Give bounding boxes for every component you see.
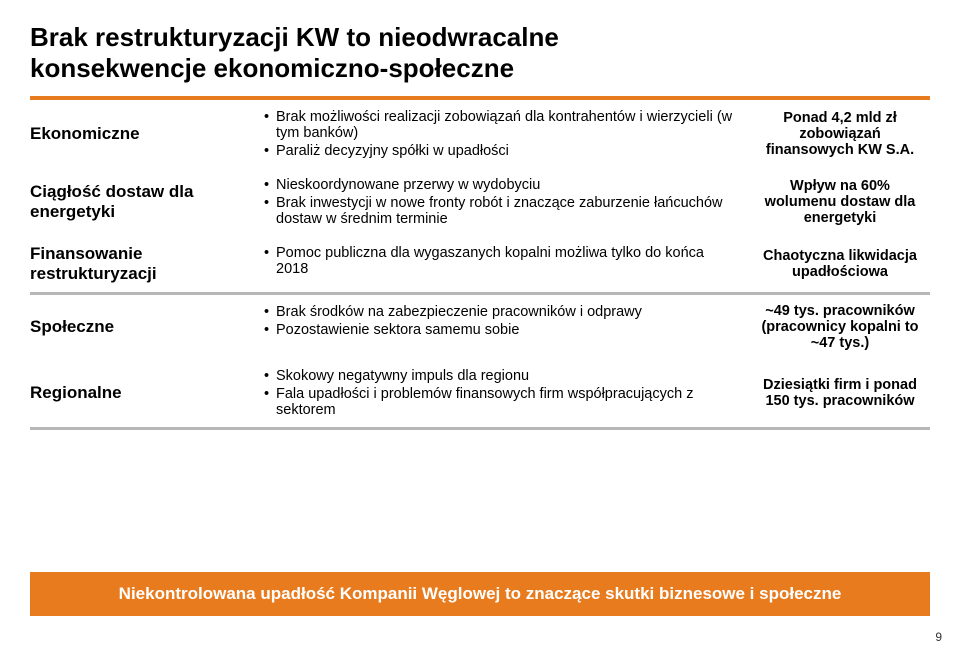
title-line1: Brak restrukturyzacji KW to nieodwracaln… [30,22,559,52]
title-line2: konsekwencje ekonomiczno-społeczne [30,53,514,83]
bullet-dot-icon [264,245,276,277]
label-finansowanie: Finansowanie restrukturyzacji [30,236,260,292]
page-title: Brak restrukturyzacji KW to nieodwracaln… [0,0,960,96]
bullet-text: Brak możliwości realizacji zobowiązań dl… [276,109,740,141]
bullets-ciaglosc: Nieskoordynowane przerwy w wydobyciu Bra… [260,168,750,236]
bullet-dot-icon [264,177,276,193]
page-number: 9 [935,630,942,644]
label-regionalne: Regionalne [30,359,260,427]
bullet-item: Brak środków na zabezpieczenie pracownik… [264,303,740,321]
bullet-text: Brak środków na zabezpieczenie pracownik… [276,304,740,320]
label-spoleczne: Społeczne [30,295,260,359]
row-ekonomiczne: Ekonomiczne Brak możliwości realizacji z… [30,100,930,168]
bullet-dot-icon [264,195,276,227]
bullet-dot-icon [264,143,276,159]
divider-gray-bottom [30,427,930,430]
row-regionalne: Regionalne Skokowy negatywny impuls dla … [30,359,930,427]
label-ciaglosc: Ciągłość dostaw dla energetyki [30,168,260,236]
bullets-ekonomiczne: Brak możliwości realizacji zobowiązań dl… [260,100,750,168]
bullet-text: Skokowy negatywny impuls dla regionu [276,368,740,384]
bullet-text: Pomoc publiczna dla wygaszanych kopalni … [276,245,740,277]
right-finansowanie: Chaotyczna likwidacja upadłościowa [750,236,930,292]
bullet-text: Brak inwestycji w nowe fronty robót i zn… [276,195,740,227]
bullet-dot-icon [264,322,276,338]
bullet-item: Pomoc publiczna dla wygaszanych kopalni … [264,244,740,278]
bullet-item: Brak możliwości realizacji zobowiązań dl… [264,108,740,142]
bullet-dot-icon [264,304,276,320]
bullet-item: Paraliż decyzyjny spółki w upadłości [264,142,740,160]
row-finansowanie: Finansowanie restrukturyzacji Pomoc publ… [30,236,930,292]
bullet-item: Nieskoordynowane przerwy w wydobyciu [264,176,740,194]
bullet-item: Pozostawienie sektora samemu sobie [264,321,740,339]
bullets-finansowanie: Pomoc publiczna dla wygaszanych kopalni … [260,236,750,292]
bullet-dot-icon [264,368,276,384]
bullet-item: Skokowy negatywny impuls dla regionu [264,367,740,385]
content-area: Ekonomiczne Brak możliwości realizacji z… [0,96,960,430]
bullet-item: Fala upadłości i problemów finansowych f… [264,385,740,419]
bullet-item: Brak inwestycji w nowe fronty robót i zn… [264,194,740,228]
row-spoleczne: Społeczne Brak środków na zabezpieczenie… [30,295,930,359]
bottom-conclusion-band: Niekontrolowana upadłość Kompanii Węglow… [30,572,930,616]
bullet-text: Nieskoordynowane przerwy w wydobyciu [276,177,740,193]
bullets-spoleczne: Brak środków na zabezpieczenie pracownik… [260,295,750,359]
bullet-text: Fala upadłości i problemów finansowych f… [276,386,740,418]
bullets-regionalne: Skokowy negatywny impuls dla regionu Fal… [260,359,750,427]
right-regionalne: Dziesiątki firm i ponad 150 tys. pracown… [750,359,930,427]
row-ciaglosc: Ciągłość dostaw dla energetyki Nieskoord… [30,168,930,236]
label-ekonomiczne: Ekonomiczne [30,100,260,168]
right-spoleczne: ~49 tys. pracowników (pracownicy kopalni… [750,295,930,359]
bullet-text: Pozostawienie sektora samemu sobie [276,322,740,338]
bullet-dot-icon [264,109,276,141]
bullet-dot-icon [264,386,276,418]
right-ciaglosc: Wpływ na 60% wolumenu dostaw dla energet… [750,168,930,236]
bullet-text: Paraliż decyzyjny spółki w upadłości [276,143,740,159]
right-ekonomiczne: Ponad 4,2 mld zł zobowiązań finansowych … [750,100,930,168]
